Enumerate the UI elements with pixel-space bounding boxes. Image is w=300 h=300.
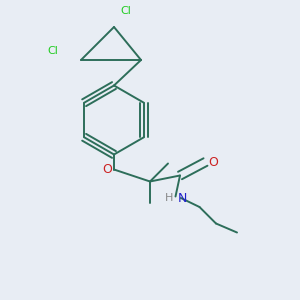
Text: H: H [165, 193, 173, 203]
Text: O: O [208, 155, 218, 169]
Text: Cl: Cl [48, 46, 58, 56]
Text: N: N [178, 191, 187, 205]
Text: Cl: Cl [120, 5, 131, 16]
Text: O: O [103, 163, 112, 176]
